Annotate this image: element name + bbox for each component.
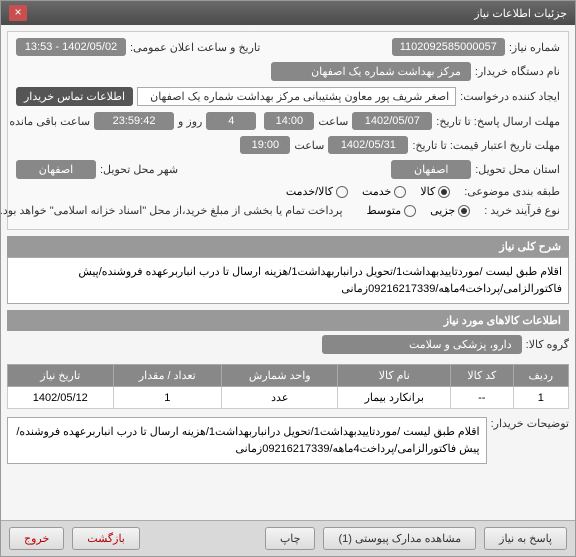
payment-note: پرداخت تمام یا بخشی از مبلغ خرید،از محل …: [0, 204, 343, 217]
validity-time: 19:00: [240, 136, 290, 154]
exit-button[interactable]: خروج: [9, 527, 64, 550]
days-left: 4: [206, 112, 256, 130]
attachments-button[interactable]: مشاهده مدارک پیوستی (1): [323, 527, 476, 550]
group-label: گروه کالا:: [526, 338, 569, 351]
validity-label: مهلت تاریخ اعتبار قیمت: تا تاریخ:: [412, 139, 560, 152]
th-name: نام کالا: [338, 365, 451, 387]
radio-icon: [458, 205, 470, 217]
print-button[interactable]: چاپ: [265, 527, 316, 550]
radio-icon: [336, 186, 348, 198]
purchase-type-radio-group: جزیی متوسط: [367, 204, 471, 217]
buyer-label: نام دستگاه خریدار:: [475, 65, 560, 78]
purchase-type-label: نوع فرآیند خرید :: [484, 204, 560, 217]
main-desc-text: اقلام طبق لیست /موردتاییدبهداشت1/تحویل د…: [7, 257, 569, 304]
form-panel: شماره نیاز: 1102092585000057 تاریخ و ساع…: [7, 31, 569, 230]
cell-unit: عدد: [222, 387, 338, 409]
time-left-label: ساعت باقی مانده: [9, 115, 90, 128]
cell-name: برانکارد بیمار: [338, 387, 451, 409]
delivery-city: اصفهان: [16, 160, 96, 179]
need-number-field: 1102092585000057: [392, 38, 505, 56]
announce-field: 1402/05/02 - 13:53: [16, 38, 126, 56]
back-button[interactable]: بازگشت: [72, 527, 140, 550]
buyer-field: مرکز بهداشت شماره یک اصفهان: [271, 62, 471, 81]
buyer-notes-label: توضیحات خریدار:: [491, 417, 569, 430]
days-left-label: روز و: [178, 115, 202, 128]
window-title: جزئیات اطلاعات نیاز: [474, 7, 567, 20]
cell-idx: 1: [513, 387, 568, 409]
th-row: ردیف: [513, 365, 568, 387]
th-date: تاریخ نیاز: [8, 365, 114, 387]
time-left: 23:59:42: [94, 112, 174, 130]
category-label: طبقه بندی موضوعی:: [464, 185, 560, 198]
radio-medium-label: متوسط: [367, 204, 402, 217]
deadline-date: 1402/05/07: [352, 112, 432, 130]
group-value: دارو، پزشکی و سلامت: [322, 335, 522, 354]
table-row[interactable]: 1 -- برانکارد بیمار عدد 1 1402/05/12: [8, 387, 569, 409]
creator-label: ایجاد کننده درخواست:: [460, 90, 560, 103]
close-icon[interactable]: ×: [9, 5, 27, 21]
cell-code: --: [451, 387, 513, 409]
radio-small-label: جزیی: [430, 204, 455, 217]
items-header: اطلاعات کالاهای مورد نیاز: [7, 310, 569, 331]
radio-khadamat[interactable]: خدمت: [362, 185, 406, 198]
validity-date: 1402/05/31: [328, 136, 408, 154]
radio-small[interactable]: جزیی: [430, 204, 470, 217]
titlebar: جزئیات اطلاعات نیاز ×: [1, 1, 575, 25]
deadline-label: مهلت ارسال پاسخ: تا تاریخ:: [436, 115, 560, 128]
content-area: شماره نیاز: 1102092585000057 تاریخ و ساع…: [1, 25, 575, 476]
th-code: کد کالا: [451, 365, 513, 387]
category-radio-group: کالا خدمت کالا/خدمت: [286, 185, 450, 198]
respond-button[interactable]: پاسخ به نیاز: [484, 527, 567, 550]
footer-bar: پاسخ به نیاز مشاهده مدارک پیوستی (1) چاپ…: [1, 520, 575, 556]
cell-qty: 1: [113, 387, 222, 409]
radio-icon: [404, 205, 416, 217]
delivery-city-label: شهر محل تحویل:: [100, 163, 178, 176]
delivery-province-label: استان محل تحویل:: [475, 163, 560, 176]
saat-label-1: ساعت: [318, 115, 348, 128]
announce-label: تاریخ و ساعت اعلان عمومی:: [130, 41, 260, 54]
th-unit: واحد شمارش: [222, 365, 338, 387]
saat-label-2: ساعت: [294, 139, 324, 152]
delivery-province: اصفهان: [391, 160, 471, 179]
radio-khadamat-label: خدمت: [362, 185, 391, 198]
creator-field: اصغر شریف پور معاون پشتیبانی مرکز بهداشت…: [137, 87, 456, 106]
need-details-window: جزئیات اطلاعات نیاز × شماره نیاز: 110209…: [0, 0, 576, 557]
deadline-time: 14:00: [264, 112, 314, 130]
buyer-notes-text: اقلام طبق لیست /موردتاییدبهداشت1/تحویل د…: [7, 417, 487, 464]
contact-buyer-button[interactable]: اطلاعات تماس خریدار: [16, 87, 133, 106]
radio-kala[interactable]: کالا: [420, 185, 450, 198]
radio-kala-khadamat-label: کالا/خدمت: [286, 185, 333, 198]
radio-icon: [394, 186, 406, 198]
main-desc-header: شرح کلی نیاز: [7, 236, 569, 257]
th-qty: تعداد / مقدار: [113, 365, 222, 387]
radio-medium[interactable]: متوسط: [367, 204, 417, 217]
need-number-label: شماره نیاز:: [509, 41, 560, 54]
radio-icon: [438, 186, 450, 198]
radio-kala-label: کالا: [420, 185, 435, 198]
radio-kala-khadamat[interactable]: کالا/خدمت: [286, 185, 348, 198]
items-table: ردیف کد کالا نام کالا واحد شمارش تعداد /…: [7, 364, 569, 409]
cell-date: 1402/05/12: [8, 387, 114, 409]
